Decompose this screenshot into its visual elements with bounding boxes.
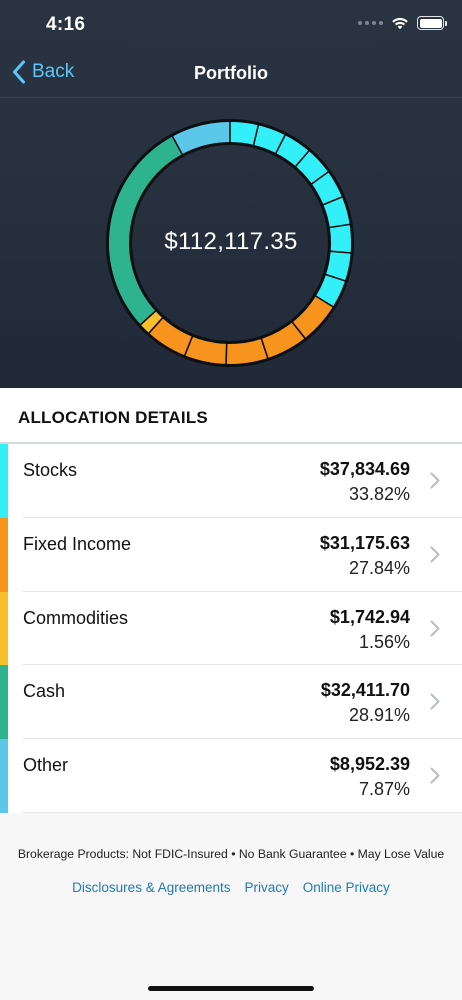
allocation-row-fixed-income[interactable]: Fixed Income $31,175.63 27.84% <box>0 517 462 592</box>
footer: Brokerage Products: Not FDIC-Insured • N… <box>0 813 462 1000</box>
donut-segment-divider <box>291 321 307 340</box>
category-percent: 28.91% <box>348 705 410 726</box>
allocation-row-commodities[interactable]: Commodities $1,742.94 1.56% <box>0 591 462 666</box>
chevron-right-icon <box>430 693 440 710</box>
portfolio-total: $112,117.35 <box>164 228 298 255</box>
donut-slice-commodities <box>140 311 163 333</box>
chevron-left-icon <box>13 60 25 84</box>
donut-segment-divider <box>310 170 330 186</box>
donut-segment-divider <box>322 195 344 206</box>
row-divider <box>23 516 462 518</box>
chevron-right-icon <box>430 620 440 637</box>
donut-segment-divider <box>294 149 310 168</box>
donut-segment-divider <box>147 316 164 335</box>
allocation-header: ALLOCATION DETAILS <box>0 388 462 444</box>
category-name: Stocks <box>23 460 78 480</box>
category-color-bar <box>0 739 8 813</box>
header-area: 4:16 Back Portfolio $112,117.35 <box>0 0 462 388</box>
category-amount: $32,411.70 <box>320 680 410 701</box>
category-amount: $8,952.39 <box>329 754 410 775</box>
allocation-row-cash[interactable]: Cash $32,411.70 28.91% <box>0 665 462 740</box>
donut-segment-divider <box>274 133 287 155</box>
allocation-donut-chart: $112,117.35 <box>0 98 462 388</box>
category-name: Other <box>23 755 69 776</box>
donut-slice-stocks <box>229 122 351 307</box>
donut-segment-divider <box>260 337 269 360</box>
allocation-row-other[interactable]: Other $8,952.39 7.87% <box>0 739 462 813</box>
category-color-bar <box>0 517 8 592</box>
donut-segment-divider <box>329 250 352 254</box>
chevron-right-icon <box>430 546 440 563</box>
donut-segment-divider <box>314 294 335 308</box>
back-label: Back <box>32 61 75 82</box>
wifi-icon <box>392 17 408 30</box>
disclaimer-text: Brokerage Products: Not FDIC-Insured • N… <box>17 847 445 861</box>
donut-outer-border <box>106 119 354 367</box>
chevron-right-icon <box>430 767 440 784</box>
allocation-details: ALLOCATION DETAILS Stocks $37,834.69 33.82… <box>0 388 462 813</box>
category-color-bar <box>0 665 8 740</box>
category-percent: 7.87% <box>358 779 410 800</box>
cellular-signal-icon <box>358 21 383 25</box>
row-divider <box>23 738 462 740</box>
donut-inner-border <box>129 142 331 344</box>
privacy-link[interactable]: Privacy <box>244 880 289 895</box>
category-percent: 27.84% <box>348 557 410 578</box>
chevron-right-icon <box>430 472 440 489</box>
donut-svg <box>106 119 354 367</box>
category-name: Cash <box>23 681 66 702</box>
status-time: 4:16 <box>46 14 86 35</box>
row-divider <box>23 590 462 592</box>
category-color-bar <box>0 444 8 518</box>
status-bar: 4:16 <box>0 0 462 50</box>
online-privacy-link[interactable]: Online Privacy <box>302 880 390 895</box>
donut-slice-fixed-income <box>149 295 333 364</box>
home-indicator <box>148 986 314 991</box>
donut-segment-divider <box>225 342 228 365</box>
category-percent: 1.56% <box>358 631 410 652</box>
donut-segment-divider <box>324 273 347 282</box>
row-divider <box>23 664 462 666</box>
donut-slice-other <box>172 122 231 155</box>
category-amount: $37,834.69 <box>319 459 410 479</box>
allocation-row-stocks[interactable]: Stocks $37,834.69 33.82% <box>0 444 462 518</box>
disclosures-link[interactable]: Disclosures & Agreements <box>72 880 231 895</box>
donut-segment-divider <box>252 124 260 146</box>
donut-slice-cash <box>109 136 183 325</box>
nav-bar: Back Portfolio <box>0 50 462 98</box>
donut-segment-divider <box>183 335 194 357</box>
donut-segment-divider <box>139 309 157 326</box>
page-title: Portfolio <box>194 63 268 83</box>
category-name: Fixed Income <box>23 533 132 554</box>
status-icons <box>358 16 447 30</box>
footer-links: Disclosures & Agreements Privacy Online … <box>0 880 462 895</box>
donut-segment-divider <box>171 135 184 156</box>
allocation-list: Stocks $37,834.69 33.82% Fixed Income $31,17… <box>0 444 462 813</box>
battery-icon <box>417 16 447 30</box>
category-color-bar <box>0 591 8 666</box>
category-percent: 33.82% <box>348 484 410 504</box>
row-divider <box>23 811 462 813</box>
donut-segment-divider <box>328 223 351 229</box>
category-amount: $31,175.63 <box>319 532 410 553</box>
back-button[interactable]: Back <box>12 60 74 84</box>
category-name: Commodities <box>23 607 129 628</box>
category-amount: $1,742.94 <box>329 606 410 627</box>
